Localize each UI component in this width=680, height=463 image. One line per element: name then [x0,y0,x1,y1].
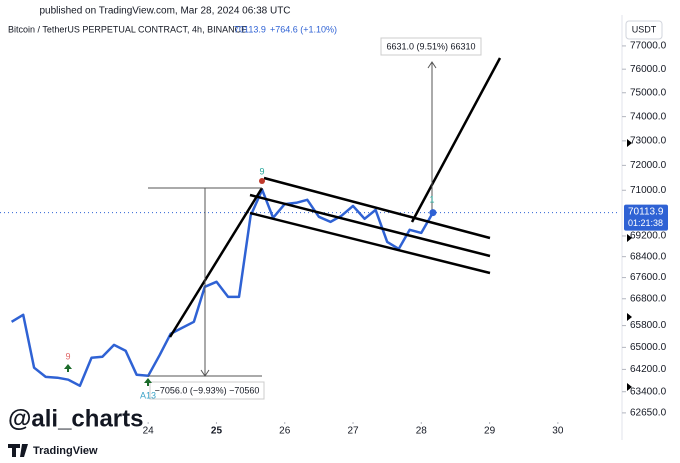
signal-label: 1 [429,194,434,204]
signal-label: 9 [65,351,70,361]
x-tick-label: 28 [416,426,428,437]
x-tick-label: 26 [279,426,291,437]
y-tick-label: 65000.0 [630,342,667,353]
last-price: 70113.9 [234,24,266,34]
signal-label: 9 [259,166,264,176]
y-tick-label: 66800.0 [630,293,667,304]
last-price-box [624,204,668,231]
measure-label: 6631.0 (9.51%) 66310 [386,41,475,51]
x-tick-label: 25 [211,426,223,437]
measure-box [149,381,265,400]
brand: TradingView [33,445,98,457]
y-tick-label: 75000.0 [630,87,667,98]
x-tick-label: 29 [484,426,496,437]
x-tick-label: 30 [552,426,564,437]
last-price-label: 70113.9 [628,206,664,217]
y-tick-label: 77000.0 [630,41,667,52]
price-change: +764.6 (+1.10%) [270,24,337,34]
currency: USDT [632,24,657,34]
x-tick-label: 24 [143,426,155,437]
signal-arrow [64,364,72,372]
y-tick-label: 69200.0 [630,231,667,242]
published-note: published on TradingView.com, Mar 28, 20… [39,6,290,17]
y-tick-label: 68400.0 [630,251,667,262]
y-tick-label: 74000.0 [630,111,667,122]
y-tick-label: 67600.0 [630,272,667,283]
measure-box [380,37,482,56]
brand-logo [8,444,28,457]
currency-box [625,20,663,40]
trend-lines [168,57,502,338]
axis-markers [627,139,632,391]
y-tick-label: 64200.0 [630,364,667,375]
countdown: 01:21:38 [628,218,663,228]
y-tick-label: 63400.0 [630,386,667,397]
signal-dot [259,178,265,184]
y-tick-label: 65800.0 [630,320,667,331]
y-tick-label: 76000.0 [630,64,667,75]
chart-title: Bitcoin / TetherUS PERPETUAL CONTRACT, 4… [8,24,247,34]
measure-tool [148,61,437,377]
x-tick-label: 27 [347,426,359,437]
last-price-dot [429,209,437,217]
y-tick-label: 73000.0 [630,135,667,146]
watermark: @ali_charts [8,405,143,432]
y-tick-label: 72000.0 [630,160,667,171]
price-line [10,188,434,388]
measure-label: −7056.0 (−9.93%) −70560 [155,385,260,395]
y-tick-label: 62650.0 [630,408,667,419]
y-tick-label: 71000.0 [630,185,667,196]
signal-arrow [144,378,152,386]
signal-label: A13 [140,390,156,400]
